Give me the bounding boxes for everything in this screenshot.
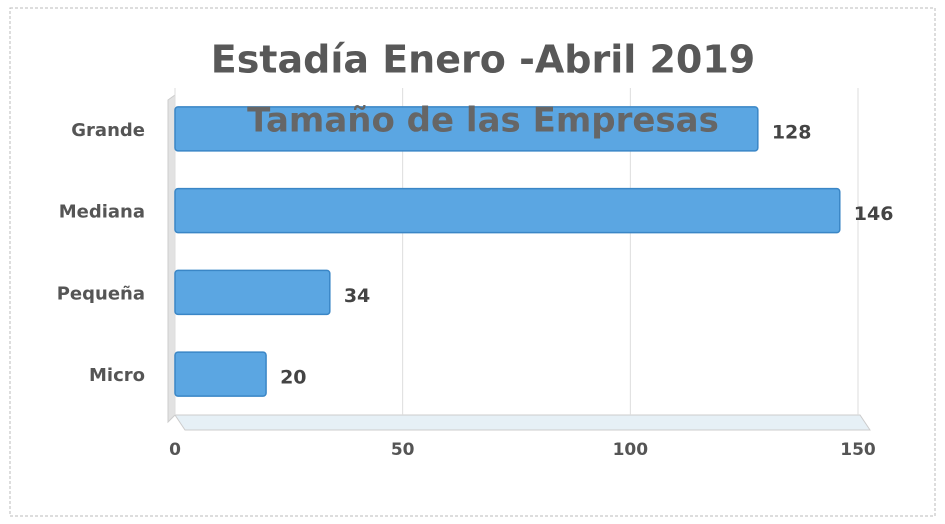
side-wall [167, 94, 176, 424]
data-label: 20 [280, 367, 306, 389]
floor [174, 414, 871, 431]
x-tick-label: 0 [169, 440, 181, 460]
y-tick-label: Micro [89, 365, 145, 386]
chart-title: Estadía Enero -Abril 2019 [211, 38, 756, 82]
y-tick-label: Pequeña [57, 283, 145, 304]
bar [174, 187, 841, 234]
x-tick-label: 100 [613, 440, 649, 460]
x-tick-label: 150 [840, 440, 876, 460]
bar [174, 106, 759, 152]
chart-subtitle: Tamaño de las Empresas [247, 101, 719, 141]
data-label: 34 [344, 285, 370, 307]
data-label: 128 [772, 121, 812, 143]
y-tick-label: Mediana [59, 202, 145, 223]
chart-border [9, 7, 936, 517]
data-label: 146 [854, 203, 894, 225]
bar [174, 351, 267, 397]
x-tick-label: 50 [391, 440, 415, 460]
bar [174, 269, 331, 316]
y-tick-label: Grande [71, 120, 145, 141]
